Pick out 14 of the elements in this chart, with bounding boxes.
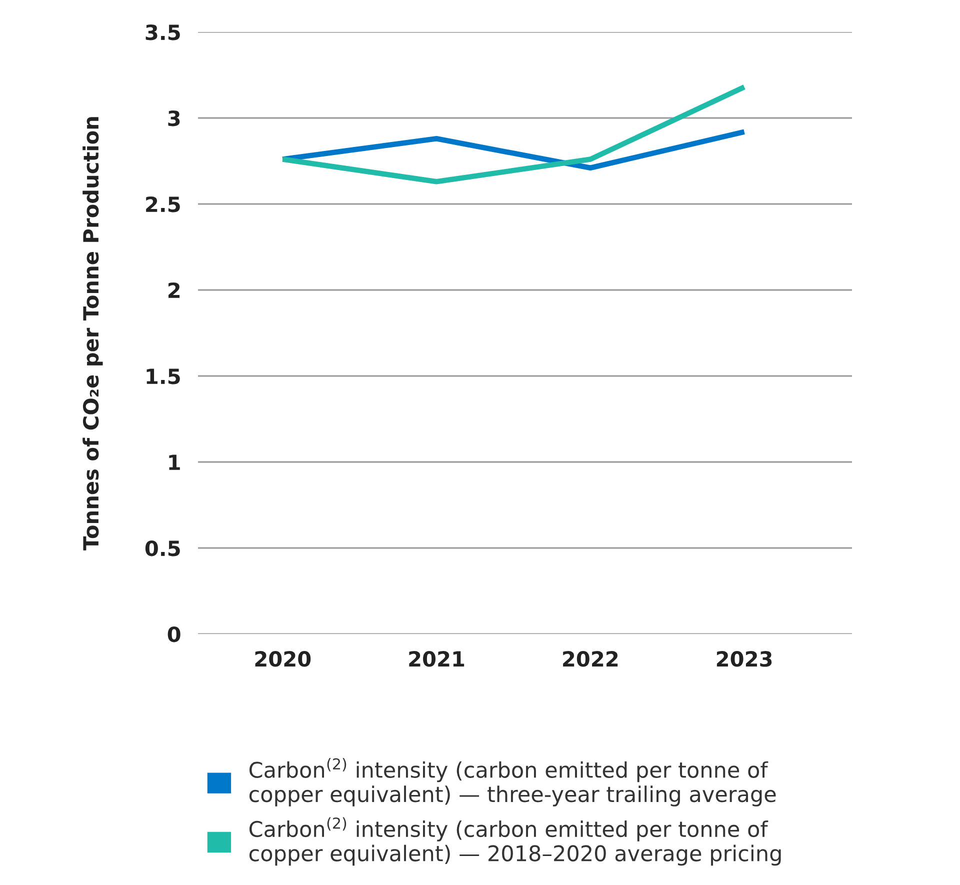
y-tick-label: 2	[168, 282, 180, 298]
x-tick-label: 2021	[409, 651, 464, 667]
legend-label: Carbon$^{(2)}$ intensity (carbon emitted per tonne of copper equivalent) — 2018–2020 average pricing	[249, 817, 781, 866]
x-tick-label: 2022	[563, 651, 618, 667]
y-tick-label: 3	[168, 110, 180, 126]
x-tick-label: 2020	[255, 651, 311, 667]
y-tick-label: 0	[168, 626, 180, 642]
y-tick-label: 1	[169, 454, 180, 470]
y-tick-label: 1.5	[146, 368, 180, 384]
y-tick-label: 2.5	[146, 196, 180, 212]
y-tick-label: 0.5	[145, 540, 180, 556]
y-axis-title: Tonnes of CO₂e per Tonne Production	[82, 117, 103, 550]
x-tick-label: 2023	[716, 651, 772, 667]
y-tick-label: 3.5	[146, 24, 180, 40]
